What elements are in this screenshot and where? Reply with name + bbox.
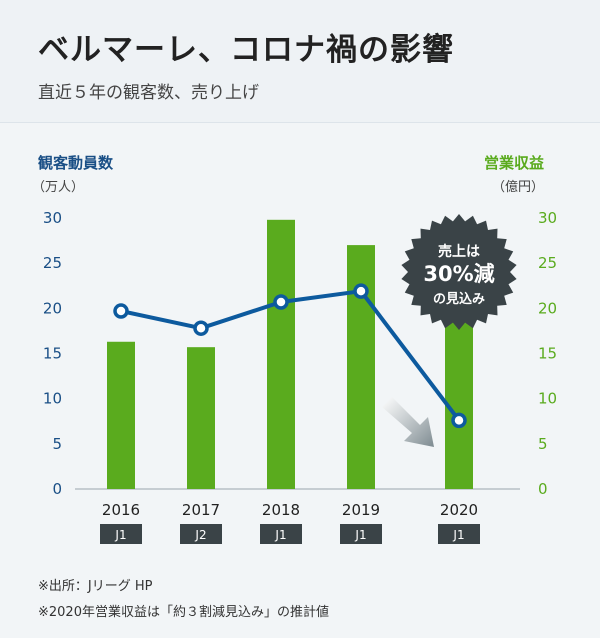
- bar-revenue-2020: [445, 318, 473, 489]
- division-badge: [100, 524, 142, 544]
- division-badge: [340, 524, 382, 544]
- burst-line2: 30%減: [423, 262, 494, 286]
- attendance-point-2017: [193, 320, 209, 336]
- burst-line3: の見込み: [433, 291, 485, 307]
- attendance-point-2016: [113, 303, 129, 319]
- left-tick-label: 20: [43, 299, 62, 317]
- division-label: J1: [452, 528, 464, 542]
- source-note: ※出所：Jリーグ HP: [38, 579, 153, 594]
- left-tick-label: 10: [43, 390, 62, 408]
- left-axis-unit: （万人）: [32, 180, 85, 195]
- left-tick-label: 25: [43, 254, 62, 272]
- attendance-point-2020: [451, 412, 467, 429]
- division-label: J1: [354, 528, 366, 542]
- year-label: 2018: [262, 501, 300, 519]
- year-label: 2019: [342, 501, 380, 519]
- division-label: J2: [194, 528, 206, 542]
- decline-arrow-icon: [382, 397, 434, 447]
- left-tick-label: 15: [43, 345, 62, 363]
- right-axis-title: 営業収益: [484, 154, 545, 172]
- footnote: ※2020年営業収益は「約３割減見込み」の推計値: [38, 605, 329, 620]
- right-tick-label: 0: [538, 480, 548, 498]
- right-tick-label: 20: [538, 299, 557, 317]
- right-tick-label: 25: [538, 254, 557, 272]
- bar-revenue-2017: [187, 347, 215, 489]
- left-tick-label: 0: [52, 480, 62, 498]
- division-label: J1: [114, 528, 126, 542]
- division-badge: [260, 524, 302, 544]
- left-tick-label: 30: [43, 209, 62, 227]
- left-axis-title: 観客動員数: [38, 154, 114, 172]
- bar-revenue-2018: [267, 219, 295, 489]
- sales-drop-burst: [401, 214, 517, 330]
- division-label: J1: [274, 528, 286, 542]
- year-label: 2017: [182, 501, 220, 519]
- division-badge: [180, 524, 222, 544]
- attendance-point-2018: [273, 294, 289, 310]
- page-title: ベルマーレ、コロナ禍の影響: [38, 32, 454, 68]
- bar-revenue-2016: [107, 341, 135, 489]
- year-label: 2020: [440, 501, 478, 519]
- right-axis-unit: （億円）: [492, 180, 545, 195]
- header: ベルマーレ、コロナ禍の影響 直近５年の観客数、売り上げ: [0, 0, 600, 123]
- bar-revenue-2019: [347, 245, 375, 489]
- year-label: 2016: [102, 501, 140, 519]
- right-tick-label: 10: [538, 390, 557, 408]
- right-tick-label: 15: [538, 345, 557, 363]
- page-subtitle: 直近５年の観客数、売り上げ: [38, 83, 259, 103]
- left-tick-label: 5: [52, 435, 62, 453]
- attendance-point-2019: [353, 283, 369, 299]
- burst-line1: 売上は: [438, 243, 480, 260]
- right-tick-label: 30: [538, 209, 557, 227]
- division-badge: [438, 524, 480, 544]
- right-tick-label: 5: [538, 435, 548, 453]
